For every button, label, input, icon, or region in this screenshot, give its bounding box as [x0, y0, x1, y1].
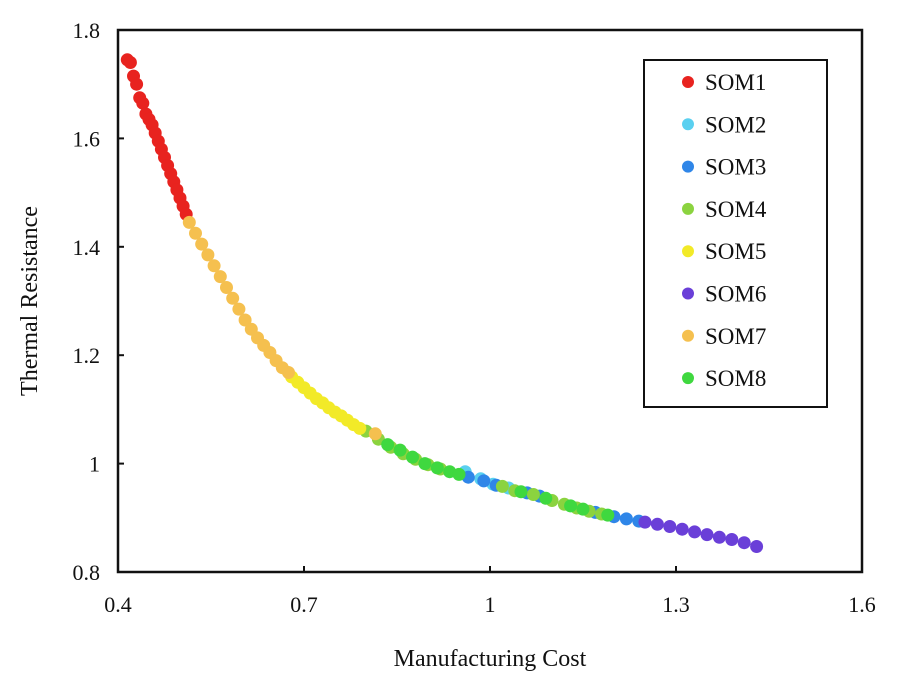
- y-tick-label: 1.6: [73, 126, 101, 151]
- legend-label-som7: SOM7: [705, 324, 766, 349]
- legend-label-som2: SOM2: [705, 112, 766, 137]
- data-point-som7: [282, 366, 295, 379]
- data-point-som3: [477, 474, 491, 488]
- data-point-som8: [576, 502, 590, 516]
- data-point-som4: [526, 488, 540, 501]
- legend-marker-som8: [682, 372, 694, 385]
- x-tick-label: 1: [485, 592, 496, 617]
- data-point-som8: [381, 438, 395, 452]
- data-point-som8: [452, 467, 466, 481]
- data-point-som6: [638, 515, 652, 529]
- data-point-som6: [650, 517, 664, 531]
- legend-marker-som1: [682, 76, 694, 88]
- y-tick-label: 1.4: [73, 235, 101, 260]
- x-tick-label: 1.3: [662, 592, 690, 617]
- data-point-som8: [430, 461, 444, 475]
- data-point-som7: [195, 237, 209, 251]
- legend-label-som6: SOM6: [705, 282, 766, 307]
- data-points: [120, 53, 764, 553]
- data-point-som5: [353, 421, 367, 435]
- data-point-som7: [220, 281, 233, 294]
- y-axis-label: Thermal Resistance: [17, 206, 43, 396]
- legend-marker-som6: [682, 287, 694, 300]
- legend-marker-som7: [682, 329, 694, 342]
- y-tick-label: 1.2: [73, 343, 101, 368]
- data-point-som7: [226, 291, 240, 305]
- data-point-som3: [619, 512, 633, 526]
- axis-ticks: 0.4 0.7 1 1.3 1.6 0.8 1 1.2 1.4 1.6 1.8: [73, 18, 876, 617]
- legend-label-som4: SOM4: [705, 197, 767, 222]
- legend-marker-som3: [682, 160, 694, 173]
- data-point-som7: [182, 215, 196, 229]
- data-point-som7: [201, 248, 215, 262]
- data-point-som6: [663, 520, 677, 533]
- data-point-som6: [750, 540, 764, 553]
- legend-marker-som4: [682, 202, 694, 215]
- data-point-som7: [232, 302, 246, 316]
- legend-label-som5: SOM5: [705, 239, 766, 264]
- x-tick-label: 0.7: [290, 592, 318, 617]
- data-point-som8: [406, 450, 419, 464]
- data-point-som4: [495, 479, 509, 493]
- legend: SOM1 SOM2 SOM3 SOM4 SOM5 SOM6 SOM7 SOM8: [643, 59, 828, 408]
- legend-label-som8: SOM8: [705, 366, 766, 391]
- data-point-som6: [725, 533, 739, 546]
- data-point-som6: [688, 525, 702, 539]
- data-point-som8: [514, 485, 528, 499]
- data-point-som7: [207, 259, 221, 273]
- y-tick-label: 1.8: [73, 18, 101, 43]
- data-point-som7: [238, 313, 252, 327]
- data-point-som7: [368, 427, 382, 441]
- y-tick-label: 0.8: [73, 560, 101, 585]
- data-point-som6: [675, 522, 689, 536]
- data-point-som6: [737, 536, 751, 550]
- data-point-som1: [136, 96, 150, 110]
- y-tick-label: 1: [89, 452, 100, 477]
- x-axis-label: Manufacturing Cost: [394, 646, 587, 672]
- legend-marker-som2: [682, 118, 694, 131]
- data-point-som8: [564, 499, 578, 513]
- data-point-som1: [130, 77, 144, 91]
- data-point-som1: [123, 56, 137, 69]
- x-tick-label: 1.6: [848, 592, 876, 617]
- data-point-som8: [418, 457, 432, 471]
- legend-label-som3: SOM3: [705, 155, 766, 180]
- data-point-som6: [712, 530, 726, 544]
- legend-box: [643, 59, 828, 408]
- data-point-som7: [213, 270, 227, 284]
- legend-label-som1: SOM1: [705, 70, 766, 95]
- x-tick-label: 0.4: [104, 592, 132, 617]
- legend-marker-som5: [682, 245, 694, 258]
- data-point-som6: [700, 528, 714, 542]
- data-point-som8: [601, 508, 615, 522]
- data-point-som8: [539, 491, 553, 505]
- data-point-som7: [189, 226, 202, 240]
- data-point-som8: [393, 443, 407, 457]
